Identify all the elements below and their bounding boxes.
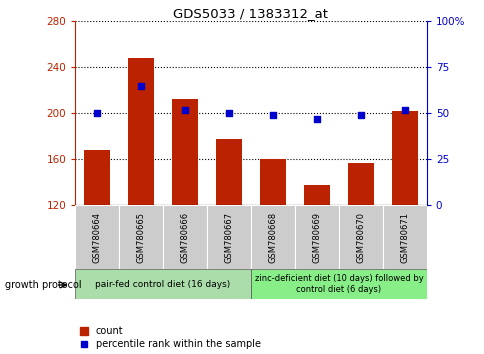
Bar (128, 58, 154, 205)
Bar (251, 205, 294, 269)
Text: growth protocol: growth protocol (5, 280, 81, 290)
Point (356, 112, 364, 118)
Text: GSM780667: GSM780667 (224, 212, 233, 263)
Point (400, 107, 408, 113)
Bar (215, 139, 242, 205)
Bar (75, 205, 119, 269)
Bar (207, 205, 251, 269)
Bar (171, 99, 198, 205)
Bar (294, 205, 338, 269)
Text: GSM780665: GSM780665 (136, 212, 145, 263)
Text: pair-fed control diet (16 days): pair-fed control diet (16 days) (95, 280, 230, 289)
Text: zinc-deficient diet (10 days) followed by
control diet (6 days): zinc-deficient diet (10 days) followed b… (254, 274, 423, 294)
Text: GSM780668: GSM780668 (268, 212, 277, 263)
Point (269, 112, 276, 118)
Bar (391, 111, 417, 205)
Text: GSM780664: GSM780664 (92, 212, 102, 263)
Text: GSM780669: GSM780669 (312, 212, 321, 263)
Text: GSM780671: GSM780671 (399, 212, 408, 263)
Title: GDS5033 / 1383312_at: GDS5033 / 1383312_at (173, 7, 328, 20)
Bar (382, 205, 426, 269)
Bar (338, 205, 382, 269)
Bar (163, 205, 207, 269)
Bar (347, 163, 373, 205)
Text: GSM780666: GSM780666 (180, 212, 189, 263)
Point (181, 107, 189, 113)
Bar (303, 185, 330, 205)
Text: GSM780670: GSM780670 (356, 212, 364, 263)
Bar (259, 159, 286, 205)
Point (225, 110, 232, 116)
Bar (75, 269, 251, 299)
Point (312, 116, 320, 122)
Legend: count, percentile rank within the sample: count, percentile rank within the sample (80, 326, 260, 349)
Bar (119, 205, 163, 269)
Bar (251, 269, 426, 299)
Bar (84, 150, 110, 205)
Point (137, 83, 145, 88)
Point (93, 110, 101, 116)
